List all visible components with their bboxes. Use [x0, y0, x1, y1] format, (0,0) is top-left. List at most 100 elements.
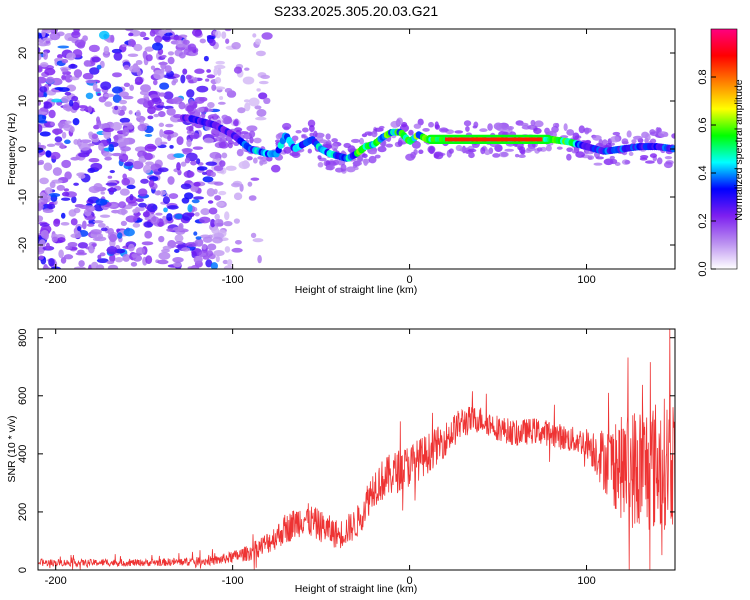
spectrogram-noise-cell [38, 255, 44, 260]
spectrogram-noise-cell [196, 166, 208, 171]
spectrogram-noise-cell [193, 255, 203, 264]
spectrogram-noise-cell [41, 29, 46, 38]
spectrogram-halo-cell [270, 164, 281, 173]
spectrogram-y-label: Frequency (Hz) [6, 113, 18, 185]
spectrogram-noise-cell [74, 39, 86, 48]
spectrogram-halo-cell [385, 143, 393, 148]
spectrogram-noise-cell [83, 60, 91, 67]
spectrogram-noise-cell [88, 44, 100, 53]
spectrogram-noise-cell [73, 207, 81, 214]
spectrogram-noise-cell [254, 105, 262, 110]
spectrogram-noise-cell [247, 181, 253, 187]
spectrogram-noise-cell [214, 76, 222, 84]
spectrogram-noise-cell [143, 221, 154, 228]
spectrogram-noise-cell [206, 74, 216, 79]
spectrogram-halo-cell [325, 133, 331, 140]
spectrogram-noise-cell [60, 256, 67, 264]
spectrogram-noise-cell [234, 239, 242, 245]
spectrogram-noise-cell [213, 250, 225, 257]
spectrogram-noise-cell [150, 65, 156, 70]
spectrogram-halo-cell [664, 156, 673, 160]
spectrogram-x-ticks: -200 -100 0 100 [45, 29, 596, 286]
spectrogram-noise-cell [186, 89, 195, 98]
spectrogram-noise-cell [158, 235, 165, 243]
spectrogram-noise-cell [206, 187, 216, 197]
spectrogram-noise-cell [123, 82, 131, 88]
spectrogram-noise-cell [100, 81, 112, 91]
spectrogram-halo-cell [504, 148, 514, 152]
spectrogram-noise-cell [214, 213, 220, 221]
spectrogram-noise-cell [172, 257, 184, 263]
spectrogram-noise-cell [102, 151, 113, 158]
spectrogram-halo-cell [631, 139, 637, 144]
spectrogram-halo-cell [609, 158, 618, 165]
spectrogram-halo-cell [526, 147, 536, 152]
spectrogram-noise-cell [153, 70, 165, 80]
spectrogram-noise-cell [39, 177, 49, 185]
spectrogram-noise-cell [109, 187, 115, 192]
spectrogram-halo-cell [433, 151, 444, 160]
spectrogram-noise-cell [244, 67, 250, 71]
spectrogram-noise-cell [209, 151, 221, 159]
spectrogram-halo-cell [186, 107, 191, 112]
spectrogram-noise-cell [202, 176, 214, 183]
spectrogram-noise-cell [63, 188, 70, 192]
spectrogram-halo-cell [186, 130, 192, 134]
spectrogram-noise-cell [163, 220, 168, 225]
spectrogram-noise-cell [61, 131, 67, 139]
spectrogram-noise-cell [207, 243, 217, 251]
snr-y-label: SNR (10 * v/v) [6, 415, 18, 482]
spectrogram-noise-cell [150, 216, 160, 225]
spectrogram-noise-cell [165, 123, 174, 128]
spectrogram-noise-cell [194, 96, 205, 104]
spectrogram-halo-cell [628, 151, 634, 157]
spectrogram-halo-cell [410, 151, 417, 159]
spectrogram-noise-cell [127, 38, 136, 47]
spectrogram-noise-cell [180, 161, 187, 167]
spectrogram-noise-cell [223, 265, 234, 269]
spectrogram-halo-cell [632, 135, 643, 140]
spectrogram-noise-cell [210, 171, 216, 177]
spectrogram-noise-cell [79, 108, 86, 112]
spectrogram-noise-cell [117, 137, 130, 147]
spectrogram-noise-cell [44, 67, 56, 76]
spectrogram-noise-cell [158, 92, 166, 97]
spectrogram-halo-cell [440, 128, 450, 132]
spectrogram-noise-cell [97, 222, 106, 228]
spectrogram-noise-cell [85, 79, 97, 84]
spectrogram-noise-cell [38, 249, 45, 255]
spectrogram-noise-cell [61, 68, 69, 73]
spectrogram-noise-cell [132, 208, 139, 214]
spectrogram-noise-cell [226, 259, 233, 267]
spectrogram-noise-cell [207, 200, 214, 204]
spectrogram-noise-cell [50, 121, 55, 127]
spectrogram-noise-cell [129, 193, 134, 201]
spectrogram-noise-cell [109, 253, 116, 263]
spectrogram-noise-cell [193, 196, 204, 200]
spectrogram-halo-cell [362, 153, 368, 159]
spectrogram-noise-cell [186, 212, 195, 217]
spectrogram-noise-cell [111, 121, 123, 131]
spectrogram-halo-cell [374, 154, 381, 159]
spectrogram-halo-cell [213, 113, 218, 120]
spectrogram-noise-cell [75, 252, 88, 256]
spectrogram-noise-cell [88, 158, 100, 163]
spectrogram-noise-cell [110, 34, 115, 43]
spectrogram-noise-cell [203, 55, 209, 62]
spectrogram-halo-cell [480, 147, 486, 155]
spectrogram-halo-cell [301, 134, 306, 139]
spectrogram-noise-cell [163, 130, 174, 135]
spectrogram-noise-cell [213, 188, 218, 195]
spectrogram-halo-cell [317, 162, 324, 168]
snr-y-tick-label: 400 [17, 445, 29, 463]
spectrogram-noise-cell [174, 234, 184, 242]
spectrogram-halo-cell [566, 153, 572, 161]
spectrogram-noise-cell [145, 54, 153, 62]
spectrogram-noise-cell [145, 255, 153, 265]
spectrogram-noise-cell [71, 101, 80, 111]
spectrogram-noise-cell [256, 88, 261, 92]
spectrogram-halo-cell [566, 129, 575, 136]
spectrogram-halo-cell [455, 144, 463, 152]
spectrogram-noise-cell [38, 32, 43, 39]
spectrogram-noise-cell [231, 247, 243, 253]
